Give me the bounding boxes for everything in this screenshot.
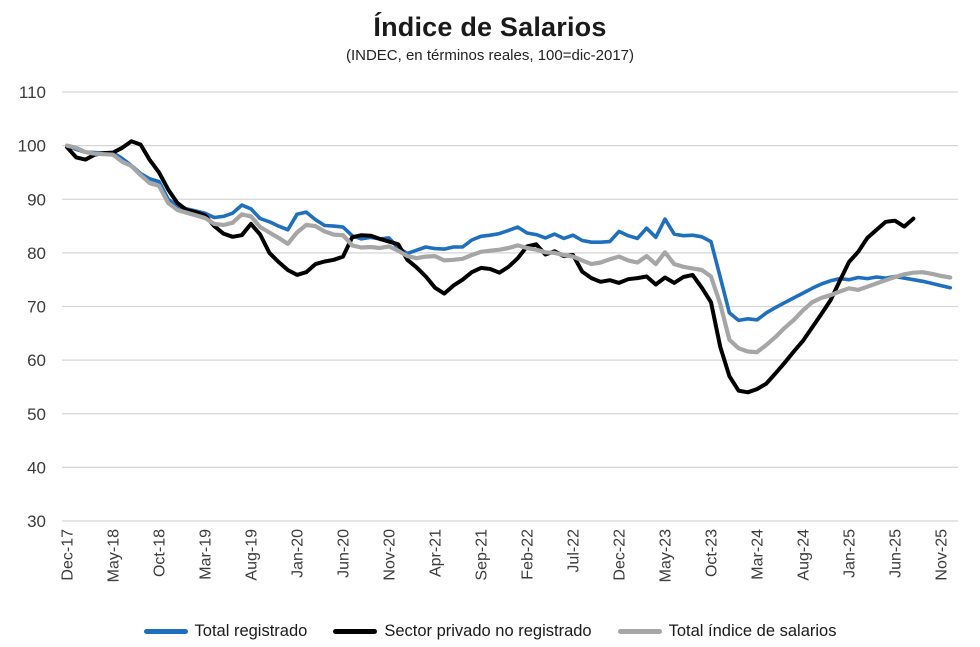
x-tick-label: Aug-19 <box>244 529 261 581</box>
legend-item-sector-privado-no-registrado: Sector privado no registrado <box>333 622 592 641</box>
x-tick-label: Dec-22 <box>612 529 629 581</box>
y-axis-labels: 110 100 90 80 70 60 50 40 30 <box>18 83 46 531</box>
x-tick-label: Dec-17 <box>60 529 77 581</box>
x-axis-labels: Dec-17 May-18 Oct-18 Mar-19 Aug-19 Jan-20 Jun-… <box>60 529 951 582</box>
x-tick-label: Feb-22 <box>520 529 537 580</box>
x-tick-label: Oct-18 <box>152 529 169 577</box>
x-tick-label: Nov-25 <box>934 529 951 581</box>
x-tick-label: Mar-24 <box>750 529 767 580</box>
legend-label-total-registrado: Total registrado <box>194 622 308 640</box>
x-tick-label: Jul-22 <box>566 529 583 573</box>
y-tick-label: 30 <box>27 512 46 531</box>
gridlines <box>62 91 958 522</box>
x-tick-label: Jan-25 <box>842 529 859 578</box>
x-tick-label: Sep-21 <box>474 529 491 581</box>
y-tick-label: 40 <box>27 458 46 477</box>
x-tick-label: Apr-21 <box>428 529 445 577</box>
y-tick-label: 50 <box>27 405 46 424</box>
chart-subtitle: (INDEC, en términos reales, 100=dic-2017… <box>345 47 635 64</box>
x-tick-label: Jan-20 <box>290 529 307 578</box>
x-tick-label: Jun-20 <box>336 529 353 578</box>
series-line-total-registrado <box>65 143 953 323</box>
legend-swatch-total-ndice-de-salarios <box>617 629 662 634</box>
x-tick-label: Mar-19 <box>198 529 215 580</box>
series-line-total-ndice-de-salarios <box>64 143 953 355</box>
y-tick-label: 60 <box>27 351 46 370</box>
legend-label-total-ndice-de-salarios: Total índice de salarios <box>668 622 837 640</box>
y-tick-label: 110 <box>19 83 46 102</box>
x-tick-label: May-18 <box>106 529 123 582</box>
x-tick-label: Aug-24 <box>796 529 813 581</box>
chart-title: Índice de Salarios <box>373 12 607 42</box>
legend-item-total-registrado: Total registrado <box>143 622 308 641</box>
chart-legend: Total registrado Sector privado no regist… <box>0 622 980 641</box>
x-tick-label: May-23 <box>658 529 675 582</box>
legend-item-total-ndice-de-salarios: Total índice de salarios <box>617 622 837 641</box>
series-line-sector-privado-no-registrado <box>65 139 916 395</box>
x-tick-label: Jun-25 <box>888 529 905 578</box>
y-tick-label: 70 <box>27 298 46 317</box>
legend-label-sector-privado-no-registrado: Sector privado no registrado <box>384 622 592 640</box>
x-tick-label: Nov-20 <box>382 529 399 581</box>
y-tick-label: 100 <box>18 137 46 156</box>
x-tick-label: Oct-23 <box>704 529 721 577</box>
y-tick-label: 80 <box>27 244 46 263</box>
y-tick-label: 90 <box>27 190 46 209</box>
legend-swatch-sector-privado-no-registrado <box>333 629 378 634</box>
legend-swatch-total-registrado <box>143 629 188 634</box>
